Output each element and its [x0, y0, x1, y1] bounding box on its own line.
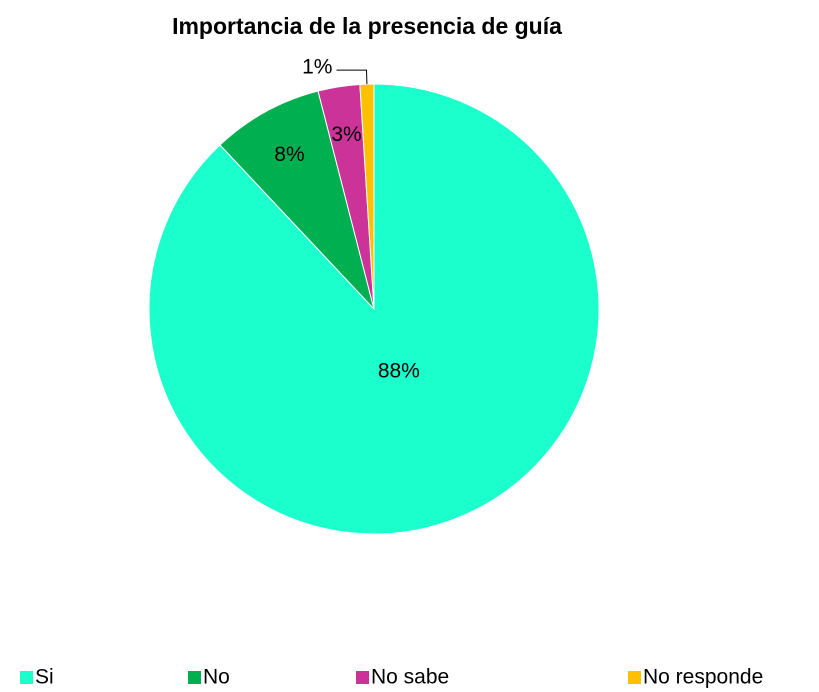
legend-swatch	[20, 671, 33, 684]
legend-label: No responde	[643, 666, 763, 689]
legend-swatch	[356, 671, 369, 684]
pie-slice	[359, 83, 375, 310]
leader-line	[336, 69, 368, 85]
legend-swatch	[628, 671, 641, 684]
chart-title: Importancia de la presencia de guía	[172, 13, 562, 39]
data-label: 8%	[274, 143, 304, 166]
legend-label: Si	[35, 666, 54, 689]
data-label: 3%	[331, 123, 361, 146]
data-label: 88%	[378, 359, 420, 382]
legend-swatch	[188, 671, 201, 684]
pie-slice	[219, 90, 375, 310]
legend-label: No sabe	[371, 666, 449, 689]
legend-label: No	[203, 666, 230, 689]
data-label: 1%	[302, 56, 332, 79]
